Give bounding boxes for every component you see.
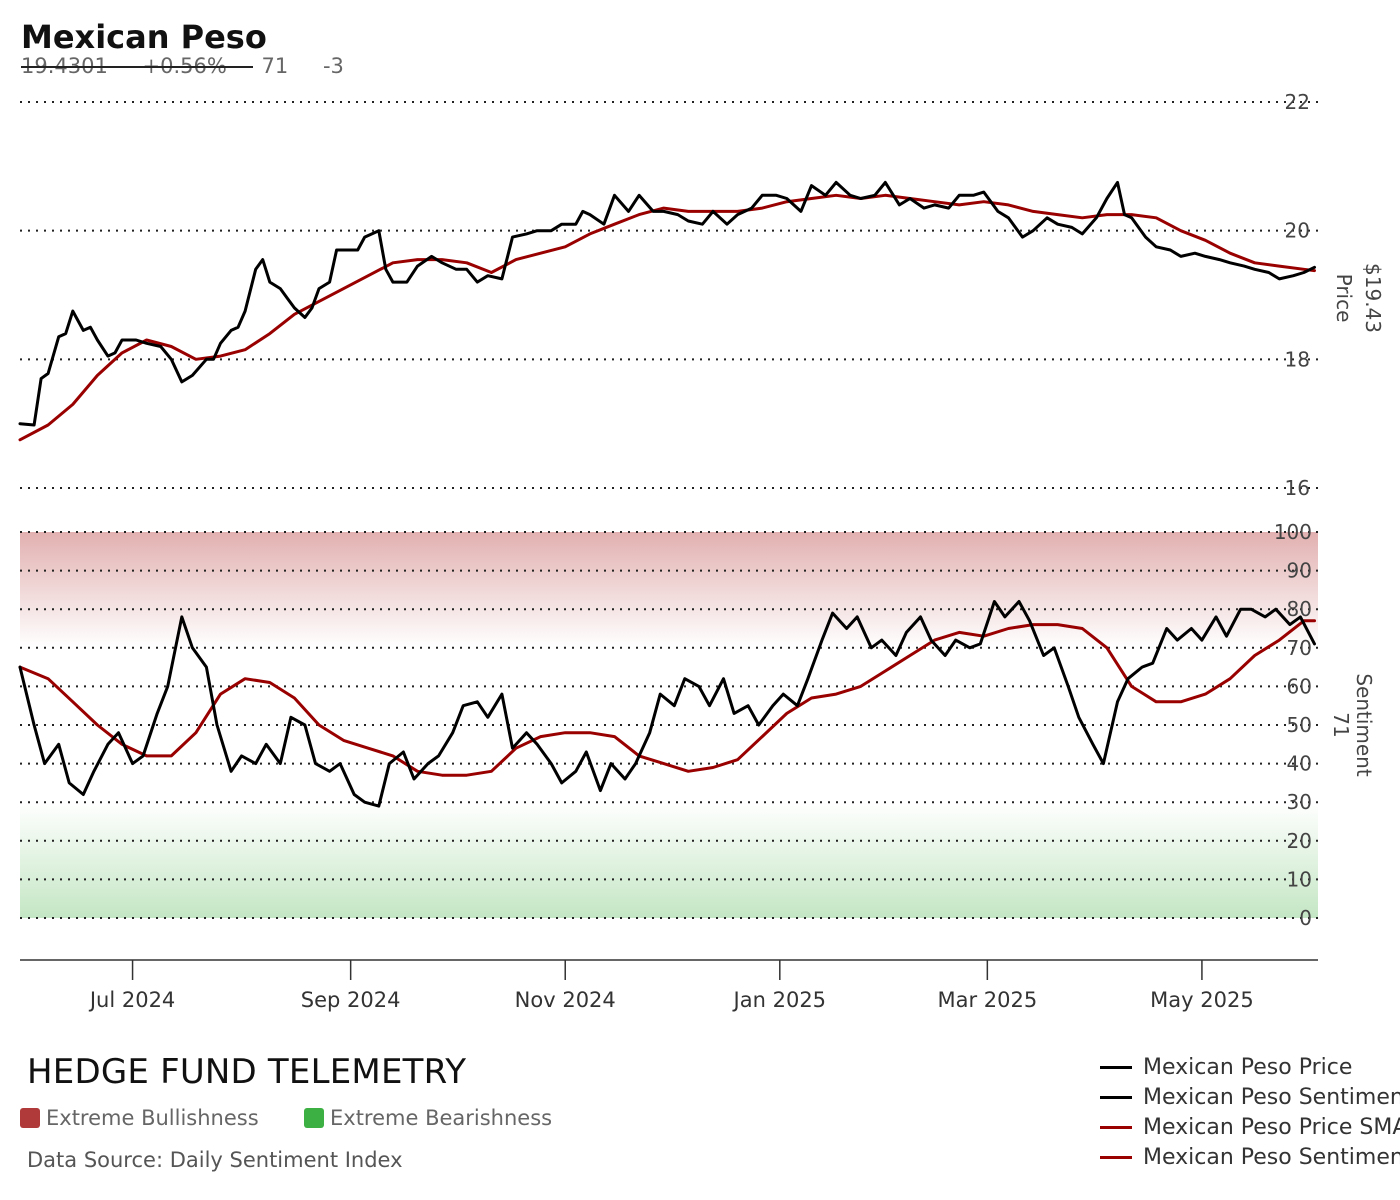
mexican-peso-price-sma-line bbox=[18, 193, 1316, 442]
price-tick-label: 18 bbox=[1285, 347, 1310, 371]
sentiment-tick-label: 90 bbox=[1287, 559, 1312, 583]
sentiment-tick-label: 50 bbox=[1287, 713, 1312, 737]
price-tick-label: 22 bbox=[1285, 90, 1310, 114]
legend-swatch bbox=[1100, 1095, 1132, 1099]
sentiment-axis-value: 71 bbox=[1329, 712, 1353, 737]
bullish-swatch bbox=[20, 1108, 40, 1128]
legend-item[interactable]: Mexican Peso Price bbox=[1100, 1052, 1400, 1082]
price-series bbox=[18, 180, 1316, 442]
mexican-peso-sentiment-line bbox=[18, 600, 1316, 808]
extreme-bearish-band bbox=[20, 802, 1318, 918]
legend-item[interactable]: Mexican Peso Price SMA bbox=[1100, 1112, 1400, 1142]
legend-item[interactable]: Mexican Peso Sentiment bbox=[1100, 1082, 1400, 1112]
legend-label: Mexican Peso Price SMA bbox=[1143, 1114, 1400, 1140]
x-tick-label: May 2025 bbox=[1150, 988, 1254, 1012]
mexican-peso-sentiment-sma-line bbox=[18, 619, 1316, 777]
header-strikethrough bbox=[21, 66, 253, 68]
legend-swatch bbox=[1100, 1065, 1132, 1069]
legend-swatch bbox=[1100, 1125, 1132, 1129]
sentiment-value: 71 bbox=[261, 54, 289, 78]
sentiment-tick-label: 70 bbox=[1287, 636, 1312, 660]
bearish-key: Extreme Bearishness bbox=[304, 1106, 552, 1130]
mexican-peso-price-line bbox=[18, 180, 1316, 427]
legend-label: Mexican Peso Price bbox=[1143, 1054, 1353, 1080]
sentiment-bands bbox=[20, 532, 1318, 918]
x-tick-label: Sep 2024 bbox=[301, 988, 401, 1012]
bullish-key-label: Extreme Bullishness bbox=[46, 1106, 259, 1130]
sentiment-tick-label: 30 bbox=[1287, 790, 1312, 814]
legend-swatch bbox=[1100, 1155, 1132, 1159]
x-tick-label: Mar 2025 bbox=[937, 988, 1037, 1012]
price-axis-label: Price bbox=[1332, 274, 1356, 323]
bearish-key-label: Extreme Bearishness bbox=[330, 1106, 553, 1130]
sentiment-tick-label: 0 bbox=[1299, 906, 1312, 930]
bullish-key: Extreme Bullishness bbox=[20, 1106, 259, 1130]
grid-lines bbox=[20, 101, 1318, 919]
brand-name: HEDGE FUND TELEMETRY bbox=[27, 1052, 467, 1092]
sentiment-series bbox=[18, 600, 1316, 808]
sentiment-change: -3 bbox=[322, 54, 344, 78]
sentiment-tick-label: 100 bbox=[1274, 520, 1312, 544]
x-tick-label: Jan 2025 bbox=[732, 988, 827, 1012]
legend-label: Mexican Peso Sentiment bbox=[1143, 1084, 1400, 1110]
chart-title: Mexican Peso bbox=[21, 18, 267, 56]
legend: Mexican Peso Price Mexican Peso Sentimen… bbox=[1100, 1052, 1400, 1172]
sentiment-tick-label: 60 bbox=[1287, 674, 1312, 698]
legend-item[interactable]: Mexican Peso Sentiment SMA bbox=[1100, 1142, 1400, 1172]
sentiment-axis-label: Sentiment bbox=[1352, 673, 1376, 777]
data-source: Data Source: Daily Sentiment Index bbox=[27, 1148, 403, 1172]
legend-label: Mexican Peso Sentiment SMA bbox=[1143, 1144, 1400, 1170]
price-axis-value: $19.43 bbox=[1361, 263, 1385, 333]
sentiment-tick-label: 10 bbox=[1287, 867, 1312, 891]
x-tick-label: Nov 2024 bbox=[515, 988, 616, 1012]
sentiment-tick-label: 20 bbox=[1287, 829, 1312, 853]
x-axis: Jul 2024 Sep 2024 Nov 2024 Jan 2025 Mar 2025… bbox=[20, 959, 1318, 1012]
price-axis-ticks: 16 18 20 22 bbox=[1285, 90, 1310, 500]
sentiment-tick-label: 40 bbox=[1287, 752, 1312, 776]
extreme-bullish-band bbox=[20, 532, 1318, 648]
bearish-swatch bbox=[304, 1108, 324, 1128]
price-tick-label: 20 bbox=[1285, 219, 1310, 243]
price-tick-label: 16 bbox=[1285, 476, 1310, 500]
x-tick-label: Jul 2024 bbox=[88, 988, 175, 1012]
